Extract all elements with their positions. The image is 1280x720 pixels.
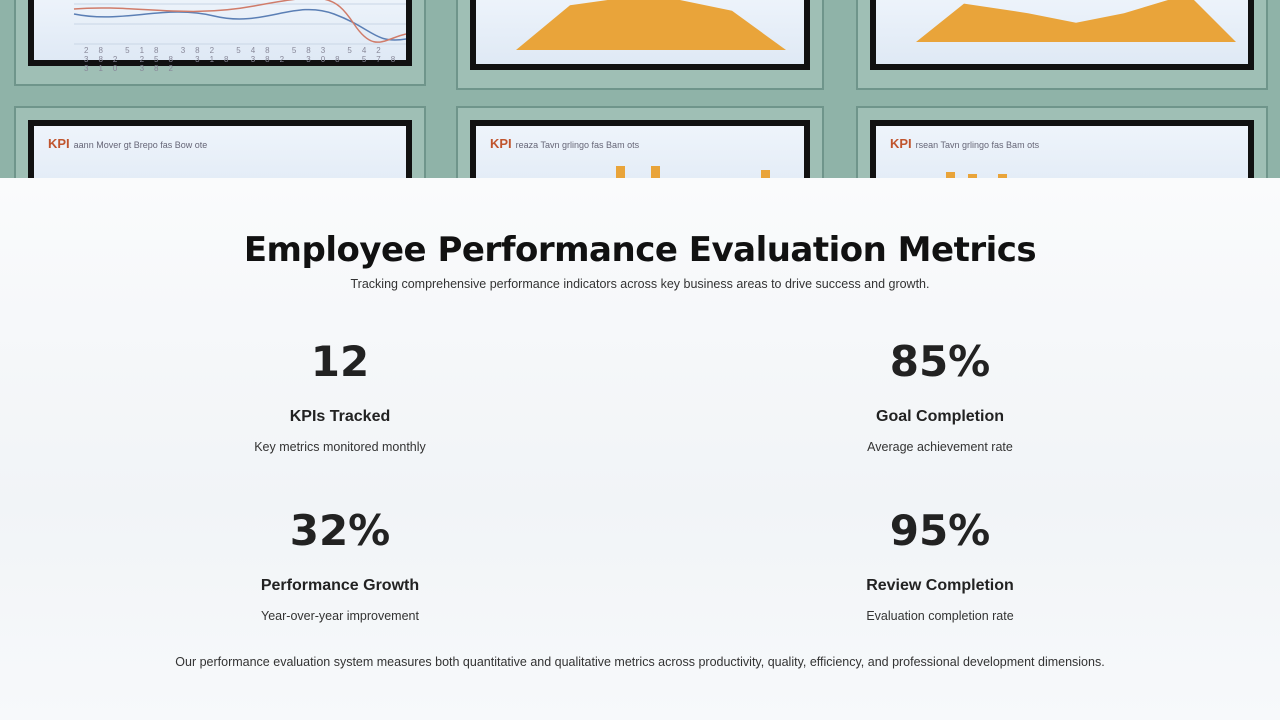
monitor-panel: 28 518 382 548 583 542 382 258 318 382 3…: [14, 0, 426, 86]
metric-value: 95%: [889, 506, 991, 555]
kpi-screen-label: KPI rsean Tavn grlingo fas Bam ots: [890, 136, 1040, 151]
monitor-panel: [856, 0, 1268, 90]
line-chart-graphic: [73, 0, 407, 45]
area-chart-screen: [870, 0, 1254, 70]
metric-description: Year-over-year improvement: [261, 609, 419, 623]
monitor-panel: KPI aann Mover gt Brepo fas Bow ote: [14, 106, 426, 178]
metric-label: Goal Completion: [876, 408, 1004, 425]
kpi-screen: KPI rsean Tavn grlingo fas Bam ots: [870, 120, 1254, 178]
page-title: Employee Performance Evaluation Metrics: [243, 230, 1037, 270]
kpi-screen: KPI reaza Tavn grlingo fas Bam ots: [470, 120, 810, 178]
metric-value: 85%: [889, 337, 991, 386]
metric-label: Review Completion: [866, 577, 1014, 594]
area-chart-fill: [916, 0, 1236, 42]
monitor-panel: KPI rsean Tavn grlingo fas Bam ots: [856, 106, 1268, 178]
metric-review-completion: 95% Review Completion Evaluation complet…: [740, 506, 1140, 624]
area-chart-screen: [470, 0, 810, 70]
metric-label: Performance Growth: [260, 577, 420, 594]
area-chart-fill: [516, 0, 786, 50]
metric-performance-growth: 32% Performance Growth Year-over-year im…: [140, 506, 540, 624]
monitor-panel: [456, 0, 824, 90]
metric-description: Key metrics monitored monthly: [254, 440, 426, 454]
metric-label: KPIs Tracked: [289, 408, 391, 425]
metric-kpis-tracked: 12 KPIs Tracked Key metrics monitored mo…: [140, 337, 540, 455]
kpi-screen: KPI aann Mover gt Brepo fas Bow ote: [28, 120, 412, 178]
content-area: Employee Performance Evaluation Metrics …: [0, 178, 1280, 720]
footer-note: Our performance evaluation system measur…: [175, 655, 1105, 669]
metric-value: 32%: [289, 506, 391, 555]
line-chart-screen: 28 518 382 548 583 542 382 258 318 382 3…: [28, 0, 412, 73]
metric-description: Average achievement rate: [867, 440, 1013, 454]
monitor-panel: KPI reaza Tavn grlingo fas Bam ots: [456, 106, 824, 178]
kpi-screen-label: KPI aann Mover gt Brepo fas Bow ote: [48, 136, 208, 151]
metric-description: Evaluation completion rate: [866, 609, 1014, 623]
kpi-screen-label: KPI reaza Tavn grlingo fas Bam ots: [490, 136, 640, 151]
metric-goal-completion: 85% Goal Completion Average achievement …: [740, 337, 1140, 455]
hero-image: 28 518 382 548 583 542 382 258 318 382 3…: [0, 0, 1280, 178]
page-subtitle: Tracking comprehensive performance indic…: [350, 277, 930, 291]
metric-value: 12: [310, 337, 370, 386]
